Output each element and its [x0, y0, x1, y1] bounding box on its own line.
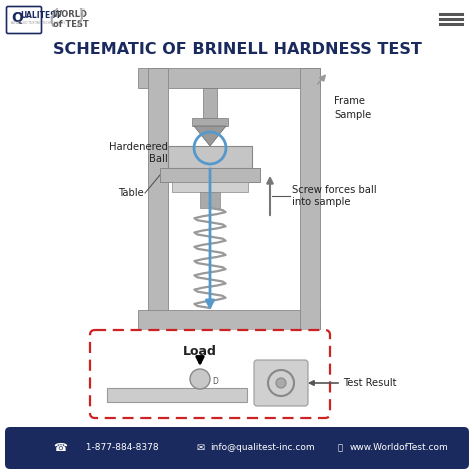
Text: Hardenered
Ball: Hardenered Ball [109, 142, 168, 164]
FancyBboxPatch shape [7, 7, 42, 34]
Text: 🌐: 🌐 [337, 444, 343, 453]
FancyBboxPatch shape [5, 427, 469, 469]
FancyBboxPatch shape [254, 360, 308, 406]
Text: WORLD
of TEST: WORLD of TEST [53, 10, 89, 29]
Text: (: ( [48, 8, 56, 28]
Text: Q: Q [11, 11, 23, 25]
Bar [168, 146, 252, 168]
Text: Frame: Frame [334, 96, 365, 106]
Text: Test Result: Test Result [343, 378, 396, 388]
Circle shape [276, 378, 286, 388]
Text: 1-877-884-8378: 1-877-884-8378 [80, 444, 159, 453]
Text: www.WorldofTest.com: www.WorldofTest.com [350, 444, 449, 453]
Text: ™: ™ [79, 9, 84, 14]
Text: D: D [212, 377, 218, 386]
Text: ✉: ✉ [196, 443, 204, 453]
Bar [160, 168, 260, 182]
Text: ): ) [76, 8, 85, 28]
Bar [200, 192, 220, 208]
Bar [107, 388, 247, 402]
Text: Sample: Sample [334, 110, 371, 120]
Bar [148, 68, 168, 330]
Text: ☎: ☎ [53, 443, 67, 453]
Text: ADVANCED TESTING TECHNOLOGIES: ADVANCED TESTING TECHNOLOGIES [11, 21, 65, 25]
Bar [172, 182, 248, 192]
Bar [138, 310, 320, 330]
Text: Load: Load [183, 345, 217, 358]
Text: info@qualitest-inc.com: info@qualitest-inc.com [210, 444, 315, 453]
Bar [203, 88, 217, 118]
Text: Table: Table [118, 188, 144, 198]
Bar [138, 68, 320, 88]
Text: Screw forces ball
into sample: Screw forces ball into sample [292, 185, 377, 207]
FancyBboxPatch shape [90, 330, 330, 418]
Text: UALITEST: UALITEST [20, 11, 61, 20]
Circle shape [190, 369, 210, 389]
Bar [192, 118, 228, 126]
Text: SCHEMATIC OF BRINELL HARDNESS TEST: SCHEMATIC OF BRINELL HARDNESS TEST [53, 42, 421, 57]
Polygon shape [194, 126, 226, 146]
Bar [300, 68, 320, 330]
